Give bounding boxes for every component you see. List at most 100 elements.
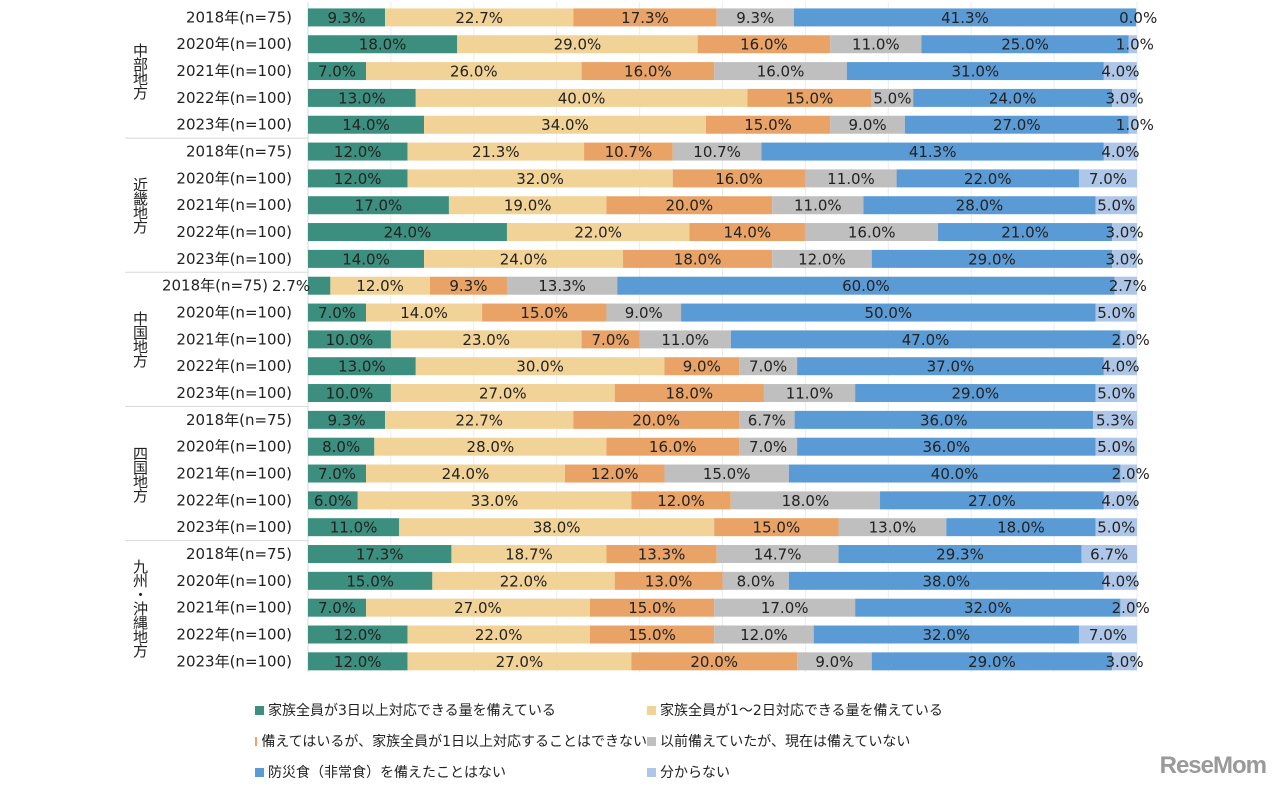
bar-segment	[407, 142, 585, 161]
bar-segment	[761, 142, 1104, 161]
data-label: 33.0%	[471, 492, 519, 510]
data-label: 12.0%	[798, 250, 846, 268]
data-label: 17.0%	[761, 599, 809, 617]
data-label: 1.0%	[1116, 116, 1154, 134]
bar-segment	[448, 196, 607, 215]
stacked-bar-chart: 2018年(n=75) 9.3% 22.7% 17.3% 9.3% 41.3% 0.0% 20…	[125, 2, 1157, 672]
bar-segment	[308, 115, 425, 134]
bar-segment	[623, 249, 773, 268]
row-label: 2022年(n=100)	[176, 357, 292, 375]
data-label: 29.0%	[952, 385, 1000, 403]
data-label: 4.0%	[1101, 63, 1139, 81]
bar-segment	[451, 545, 607, 564]
bar-segment	[308, 303, 367, 322]
legend-swatch	[255, 736, 258, 746]
bar-segment	[482, 303, 607, 322]
data-label: 60.0%	[842, 277, 890, 295]
data-label: 12.0%	[591, 465, 639, 483]
bar-segment	[308, 652, 408, 671]
legend: 家族全員が3日以上対応できる量を備えている 家族全員が1～2日対応できる量を備えて…	[255, 700, 1015, 782]
data-label: 12.0%	[334, 653, 382, 671]
data-label: 18.0%	[782, 492, 830, 510]
bar-segment	[846, 62, 1104, 81]
data-label: 22.7%	[455, 9, 503, 27]
bar-segment	[805, 223, 939, 242]
bar-segment	[308, 8, 386, 27]
data-label: 21.0%	[1001, 224, 1049, 242]
data-label: 20.0%	[690, 653, 738, 671]
bar-segment	[606, 545, 717, 564]
bar-segment	[614, 571, 723, 590]
bar-segment	[830, 35, 922, 54]
data-label: 14.7%	[754, 546, 802, 564]
bar-segment	[871, 249, 1113, 268]
bar-segment	[788, 464, 1121, 483]
data-label: 29.3%	[936, 546, 984, 564]
data-label: 3.0%	[1106, 89, 1144, 107]
bar-segment	[424, 115, 706, 134]
data-label: 22.7%	[455, 411, 503, 429]
data-label: 14.0%	[724, 224, 772, 242]
bar-segment	[573, 410, 740, 429]
bar-segment	[904, 115, 1129, 134]
bar-segment	[788, 571, 1104, 590]
bar-segment	[606, 196, 773, 215]
data-label: 15.0%	[703, 465, 751, 483]
row-label: 2018年(n=75)	[186, 8, 292, 26]
data-label: 19.0%	[504, 197, 552, 215]
data-label: 30.0%	[516, 358, 564, 376]
bar-segment	[871, 652, 1113, 671]
data-label: 36.0%	[923, 438, 971, 456]
bar-segment	[589, 625, 715, 644]
data-label: 4.0%	[1101, 358, 1139, 376]
bar-segment	[407, 169, 673, 188]
bar-segment	[1095, 303, 1137, 322]
data-label: 7.0%	[749, 438, 787, 456]
bar-segment	[664, 464, 789, 483]
data-label: 12.0%	[657, 492, 705, 510]
legend-item: 防災食（非常食）を備えたことはない	[255, 762, 647, 782]
bar-segment	[308, 437, 375, 456]
bar-segment	[739, 357, 798, 376]
bar-segment	[457, 35, 698, 54]
bar-segment	[407, 652, 632, 671]
data-label: 15.0%	[786, 89, 834, 107]
data-label: 36.0%	[920, 411, 968, 429]
data-label: 16.0%	[649, 438, 697, 456]
data-label: 29.0%	[968, 250, 1016, 268]
data-label: 3.0%	[1106, 224, 1144, 242]
bar-segment	[308, 464, 367, 483]
bar-segment	[1120, 598, 1137, 617]
bar-segment	[631, 652, 798, 671]
bar-segment	[1095, 196, 1137, 215]
data-label: 10.7%	[693, 143, 741, 161]
data-label: 13.0%	[645, 572, 693, 590]
bar-segment	[1114, 276, 1137, 295]
group-label: 中部地方	[131, 43, 149, 100]
data-label: 13.0%	[869, 519, 917, 537]
group-label: 四国地方	[131, 445, 149, 502]
data-label: 10.7%	[605, 143, 653, 161]
data-label: 5.0%	[1097, 438, 1135, 456]
data-label: 7.0%	[318, 63, 356, 81]
data-label: 24.0%	[989, 89, 1037, 107]
row-label: 2020年(n=100)	[176, 572, 292, 590]
legend-item: 分からない	[647, 762, 1007, 782]
bar-segment	[573, 8, 717, 27]
bar-segment	[308, 491, 358, 510]
data-label: 7.0%	[592, 331, 630, 349]
data-label: 9.3%	[327, 9, 365, 27]
bar-segment	[730, 491, 881, 510]
bar-segment	[716, 545, 839, 564]
bar-segment	[1112, 652, 1137, 671]
data-label: 5.0%	[1097, 519, 1135, 537]
data-label: 40.0%	[558, 89, 606, 107]
bar-segment	[797, 652, 872, 671]
bar-segment	[1103, 571, 1137, 590]
bar-segment	[681, 303, 1096, 322]
bar-segment	[855, 598, 1121, 617]
bar-segment	[366, 303, 483, 322]
bar-segment	[772, 249, 872, 268]
bar-segment	[564, 464, 665, 483]
bar-segment	[308, 169, 408, 188]
